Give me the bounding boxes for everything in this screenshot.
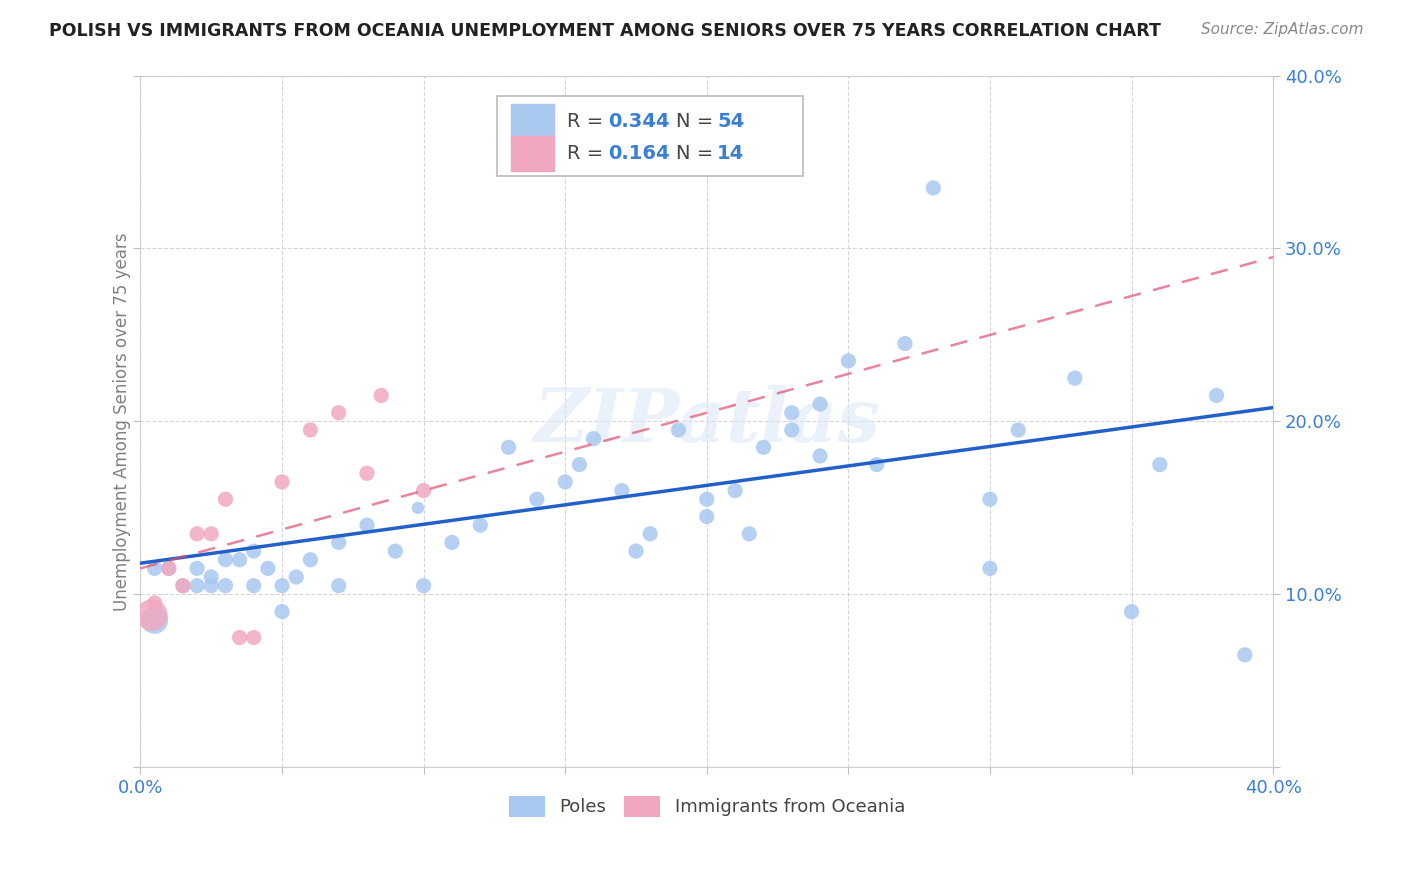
Point [582, 432, 605, 446]
Point [214, 492, 236, 507]
Text: N =: N = [676, 112, 720, 131]
Point [356, 518, 378, 533]
Point [172, 579, 194, 593]
Point [172, 579, 194, 593]
Point [752, 440, 775, 454]
Point [271, 579, 294, 593]
Point [470, 518, 492, 533]
Point [214, 579, 236, 593]
Point [568, 458, 591, 472]
Text: 0.344: 0.344 [609, 112, 669, 131]
Point [498, 440, 520, 454]
Point [696, 509, 718, 524]
Point [554, 475, 576, 489]
Point [668, 423, 690, 437]
Y-axis label: Unemployment Among Seniors over 75 years: Unemployment Among Seniors over 75 years [114, 232, 131, 611]
Point [143, 561, 166, 575]
Point [143, 596, 166, 610]
Point [384, 544, 406, 558]
Point [228, 631, 250, 645]
Point [696, 492, 718, 507]
Point [894, 336, 917, 351]
Point [299, 553, 322, 567]
Point [242, 579, 264, 593]
Point [823, 112, 845, 126]
Legend: Poles, Immigrants from Oceania: Poles, Immigrants from Oceania [502, 789, 912, 824]
Point [328, 535, 350, 549]
Point [837, 354, 859, 368]
Point [257, 561, 280, 575]
Point [228, 553, 250, 567]
Point [440, 535, 463, 549]
Point [141, 608, 163, 623]
Point [808, 449, 831, 463]
Point [922, 181, 945, 195]
Text: Source: ZipAtlas.com: Source: ZipAtlas.com [1201, 22, 1364, 37]
Point [979, 561, 1001, 575]
Point [186, 561, 208, 575]
Point [1064, 371, 1087, 385]
Text: R =: R = [568, 112, 610, 131]
Text: 14: 14 [717, 144, 744, 163]
Point [186, 579, 208, 593]
Point [808, 397, 831, 411]
Point [1121, 605, 1143, 619]
Point [200, 570, 222, 584]
Point [242, 544, 264, 558]
Point [780, 406, 803, 420]
FancyBboxPatch shape [498, 96, 803, 176]
Point [157, 561, 180, 575]
Point [1205, 388, 1227, 402]
Point [638, 526, 661, 541]
Point [866, 458, 889, 472]
Point [624, 544, 647, 558]
Point [328, 579, 350, 593]
Point [186, 526, 208, 541]
Bar [510, 136, 554, 171]
Point [242, 631, 264, 645]
Point [200, 579, 222, 593]
Text: 0.164: 0.164 [609, 144, 669, 163]
Text: 54: 54 [717, 112, 744, 131]
Point [200, 526, 222, 541]
Point [356, 467, 378, 481]
Point [526, 492, 548, 507]
Point [271, 605, 294, 619]
Point [1233, 648, 1256, 662]
Text: N =: N = [676, 144, 720, 163]
Bar [510, 104, 554, 139]
Text: R =: R = [568, 144, 610, 163]
Point [724, 483, 747, 498]
Point [780, 423, 803, 437]
Point [412, 579, 434, 593]
Point [1149, 458, 1171, 472]
Point [979, 492, 1001, 507]
Point [412, 483, 434, 498]
Text: POLISH VS IMMIGRANTS FROM OCEANIA UNEMPLOYMENT AMONG SENIORS OVER 75 YEARS CORRE: POLISH VS IMMIGRANTS FROM OCEANIA UNEMPL… [49, 22, 1161, 40]
Point [370, 388, 392, 402]
Point [285, 570, 308, 584]
Point [157, 561, 180, 575]
Point [738, 526, 761, 541]
Point [299, 423, 322, 437]
Point [271, 475, 294, 489]
Text: ZIPatlas: ZIPatlas [533, 385, 880, 458]
Point [1007, 423, 1029, 437]
Point [610, 483, 633, 498]
Point [214, 553, 236, 567]
Point [328, 406, 350, 420]
Point [143, 613, 166, 627]
